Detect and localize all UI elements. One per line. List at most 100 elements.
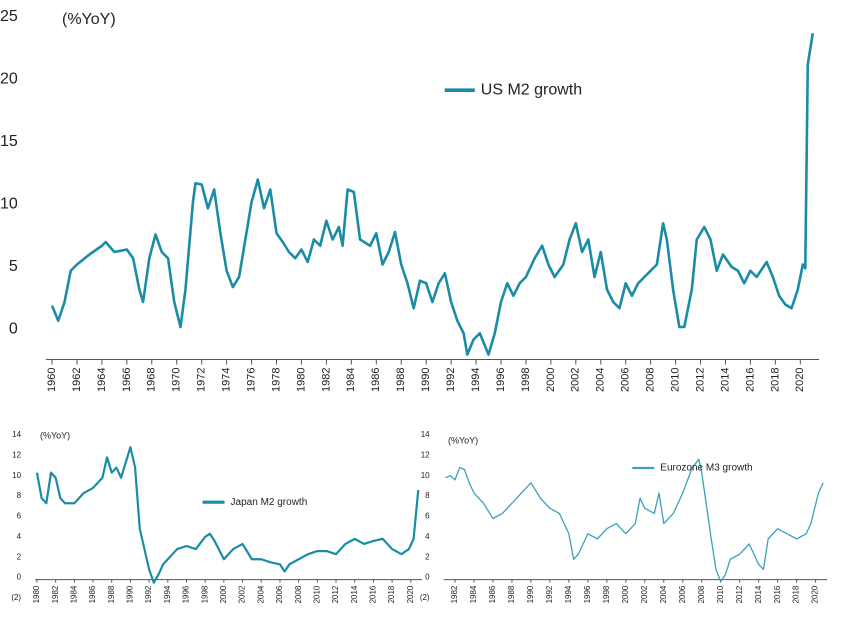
x-tick-label: 2006 — [678, 585, 687, 603]
data-line — [50, 33, 815, 356]
y-tick-label: 4 — [425, 532, 430, 541]
x-tick-label: 1988 — [395, 368, 407, 392]
x-tick-label: 1988 — [107, 585, 116, 603]
x-tick-label: 2020 — [406, 585, 415, 603]
x-tick-label: 1996 — [182, 585, 191, 603]
y-tick-label: 0 — [17, 573, 22, 582]
x-tick-label: 2016 — [773, 585, 782, 603]
x-tick-label: 2008 — [294, 585, 303, 603]
x-tick-label: 1998 — [520, 368, 532, 392]
x-tick-label: 2000 — [621, 585, 630, 603]
x-tick-label: 1994 — [564, 585, 573, 603]
y-tick-label: 6 — [17, 512, 22, 521]
x-tick-label: 2014 — [754, 585, 763, 603]
x-tick-label: 1986 — [88, 585, 97, 603]
x-tick-label: 1978 — [270, 368, 282, 392]
x-tick-label: 1966 — [121, 368, 133, 392]
x-tick-label: 1986 — [488, 585, 497, 603]
y-tick-label: 15 — [0, 133, 18, 150]
y-tick-label: 10 — [421, 471, 430, 480]
x-tick-label: 2002 — [640, 585, 649, 603]
y-tick-label: 20 — [0, 71, 18, 88]
x-tick-label: 1982 — [51, 585, 60, 603]
y-tick-label: 14 — [12, 430, 21, 439]
y-tick-label: 2 — [425, 552, 430, 561]
x-tick-label: 2014 — [719, 368, 731, 392]
x-tick-label: 1964 — [96, 368, 108, 392]
x-tick-label: 1982 — [320, 368, 332, 392]
y-tick-label: 0 — [425, 573, 430, 582]
y-tick-label: (2) — [11, 593, 21, 602]
x-tick-label: 2020 — [811, 585, 820, 603]
x-tick-label: 2016 — [369, 585, 378, 603]
x-tick-label: 2004 — [659, 585, 668, 603]
x-tick-label: 2012 — [694, 368, 706, 392]
y-tick-label: 25 — [0, 8, 18, 25]
x-tick-label: 2012 — [735, 585, 744, 603]
x-tick-label: 1980 — [32, 585, 41, 603]
x-tick-label: 1990 — [420, 368, 432, 392]
x-tick-label: 1984 — [69, 585, 78, 603]
y-tick-label: 12 — [12, 450, 21, 459]
x-tick-label: 1960 — [46, 368, 58, 392]
x-tick-label: 1992 — [144, 585, 153, 603]
x-tick-label: 1974 — [221, 368, 233, 392]
x-tick-label: 2012 — [331, 585, 340, 603]
x-tick-label: 2002 — [570, 368, 582, 392]
x-tick-label: 2004 — [256, 585, 265, 603]
x-tick-label: 2000 — [219, 585, 228, 603]
x-tick-label: 2008 — [697, 585, 706, 603]
y-tick-label: 5 — [9, 258, 18, 275]
x-tick-label: 1970 — [171, 368, 183, 392]
x-tick-label: 1968 — [146, 368, 158, 392]
x-tick-label: 2010 — [669, 368, 681, 392]
x-tick-label: 1980 — [295, 368, 307, 392]
y-tick-label: 10 — [12, 471, 21, 480]
x-tick-label: 1992 — [445, 368, 457, 392]
x-tick-label: 1996 — [495, 368, 507, 392]
x-tick-label: 1976 — [245, 368, 257, 392]
x-tick-label: 1996 — [583, 585, 592, 603]
x-tick-label: 2018 — [769, 368, 781, 392]
x-tick-label: 2008 — [645, 368, 657, 392]
y-tick-label: 2 — [17, 552, 22, 561]
x-tick-label: 1994 — [163, 585, 172, 603]
unit-label: (%YoY) — [40, 430, 70, 440]
x-tick-label: 1994 — [470, 368, 482, 392]
x-tick-label: 1972 — [196, 368, 208, 392]
y-tick-label: 14 — [421, 430, 430, 439]
x-tick-label: 2010 — [312, 585, 321, 603]
x-tick-label: 1988 — [507, 585, 516, 603]
unit-label: (%YoY) — [62, 11, 116, 28]
legend-label: Japan M2 growth — [231, 497, 308, 508]
y-tick-label: 12 — [421, 450, 430, 459]
x-tick-label: 1982 — [450, 585, 459, 603]
y-tick-label: 6 — [425, 512, 430, 521]
x-tick-label: 2004 — [595, 368, 607, 392]
x-tick-label: 2018 — [792, 585, 801, 603]
data-line — [445, 458, 824, 583]
x-tick-label: 2010 — [716, 585, 725, 603]
x-tick-label: 1998 — [602, 585, 611, 603]
y-tick-label: (2) — [420, 593, 430, 602]
x-tick-label: 1990 — [126, 585, 135, 603]
x-tick-label: 1990 — [526, 585, 535, 603]
y-tick-label: 8 — [425, 491, 430, 500]
x-tick-label: 1992 — [545, 585, 554, 603]
y-tick-label: 4 — [17, 532, 22, 541]
y-tick-label: 0 — [9, 321, 18, 338]
unit-label: (%YoY) — [448, 435, 478, 445]
x-tick-label: 2018 — [387, 585, 396, 603]
y-tick-label: 10 — [0, 196, 18, 213]
legend-label: Eurozone M3 growth — [660, 463, 752, 474]
x-tick-label: 1962 — [71, 368, 83, 392]
x-tick-label: 1984 — [345, 368, 357, 392]
x-tick-label: 1986 — [370, 368, 382, 392]
x-tick-label: 2020 — [794, 368, 806, 392]
data-line — [35, 446, 420, 584]
x-tick-label: 1984 — [469, 585, 478, 603]
x-tick-label: 2002 — [238, 585, 247, 603]
x-tick-label: 2006 — [275, 585, 284, 603]
y-tick-label: 8 — [17, 491, 22, 500]
